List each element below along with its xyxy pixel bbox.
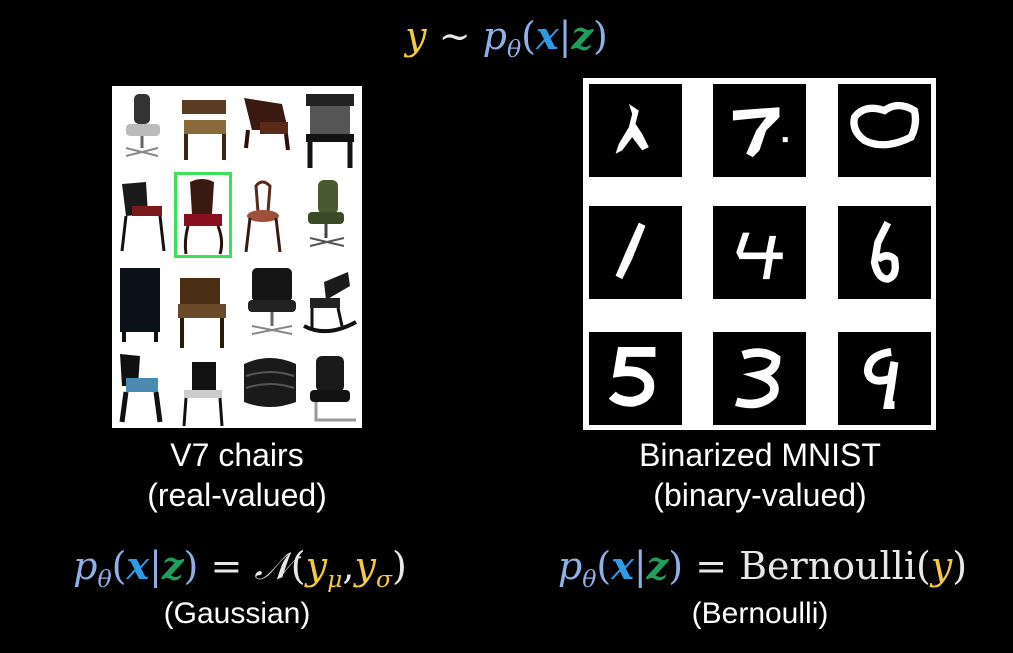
chair-blue-seat bbox=[119, 354, 163, 423]
mnist-caption: Binarized MNIST (binary-valued) bbox=[600, 435, 920, 515]
mnist-title: Binarized MNIST bbox=[639, 437, 881, 473]
digit-image bbox=[713, 206, 806, 299]
mnist-subtitle: (binary-valued) bbox=[653, 477, 867, 513]
chair-office-green bbox=[308, 180, 345, 247]
digit-image bbox=[589, 206, 682, 299]
chair-black-tall bbox=[306, 94, 354, 168]
formula-y: y bbox=[405, 14, 427, 58]
bernoulli-formula: pθ(x|z) = Bernoulli(y) bbox=[557, 543, 968, 594]
chair-cantilever bbox=[310, 356, 356, 422]
digit-image bbox=[589, 332, 682, 425]
chair-office-gray bbox=[125, 94, 160, 157]
chairs-caption: V7 chairs (real-valued) bbox=[92, 435, 382, 515]
chair-wooden-arm bbox=[182, 100, 226, 160]
chairs-illustration bbox=[119, 94, 357, 427]
chair-rocking bbox=[303, 272, 357, 334]
formula-x: x bbox=[535, 13, 559, 58]
digit-image bbox=[713, 84, 806, 177]
gaussian-formula: pθ(x|z) = 𝒩(yμ,yσ) bbox=[73, 543, 407, 594]
chair-minimal-black bbox=[182, 362, 224, 427]
chair-barrel bbox=[244, 358, 296, 407]
formula-tilde: ~ bbox=[438, 14, 471, 58]
chair-black-metal bbox=[120, 182, 166, 252]
chair-wood-slat bbox=[178, 278, 226, 348]
chairs-subtitle: (real-valued) bbox=[147, 477, 327, 513]
digit-image bbox=[838, 84, 931, 177]
mnist-digit-grid bbox=[583, 78, 936, 430]
highlighted-chair-frame bbox=[174, 172, 232, 258]
chair-queen-anne-red bbox=[183, 179, 224, 255]
chair-bistro bbox=[244, 180, 282, 253]
formula-p: pθ bbox=[482, 14, 522, 64]
top-formula: y ~ pθ(x|z) bbox=[405, 13, 608, 64]
chair-dark-highback bbox=[120, 268, 160, 342]
formula-z: z bbox=[571, 13, 594, 58]
gaussian-note: (Gaussian) bbox=[163, 597, 311, 630]
digit-image bbox=[838, 332, 931, 425]
chairs-title: V7 chairs bbox=[170, 437, 304, 473]
chairs-image-grid bbox=[112, 86, 362, 428]
bernoulli-note: (Bernoulli) bbox=[691, 597, 829, 630]
bernoulli-label: Bernoulli bbox=[739, 544, 916, 588]
chair-black-swivel bbox=[248, 268, 296, 335]
normal-distribution-symbol: 𝒩 bbox=[254, 544, 291, 588]
chair-dark-red bbox=[244, 98, 290, 151]
digit-image bbox=[713, 332, 806, 425]
digit-image bbox=[838, 206, 931, 299]
digit-image bbox=[589, 84, 682, 177]
